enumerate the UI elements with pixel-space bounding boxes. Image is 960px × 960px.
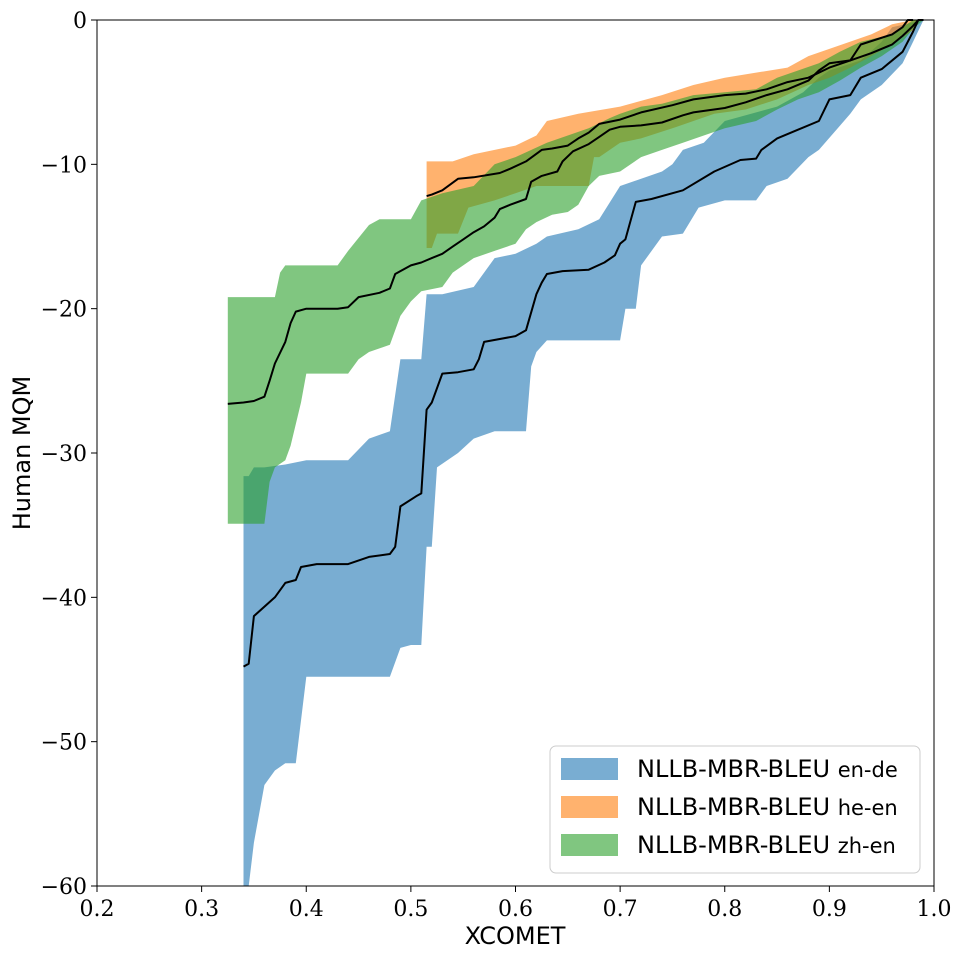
mean-line-he-en bbox=[426, 19, 914, 198]
band-en-de bbox=[243, 20, 924, 886]
legend-swatch-en-de bbox=[561, 758, 618, 780]
x-tick-label: 0.2 bbox=[80, 897, 115, 922]
mean-line-zh-en bbox=[227, 19, 924, 405]
mean-line-en-de bbox=[243, 19, 924, 668]
y-tick-label: −50 bbox=[41, 731, 87, 756]
x-tick-label: 0.3 bbox=[184, 897, 219, 922]
x-tick-label: 0.4 bbox=[289, 897, 324, 922]
y-tick-label: −60 bbox=[41, 875, 87, 900]
y-tick-label: −20 bbox=[41, 298, 87, 323]
y-tick-label: −10 bbox=[41, 153, 87, 178]
y-axis: 0 −10 −20 −30 −40 −50 −60 bbox=[41, 9, 97, 900]
x-tick-label: 0.7 bbox=[603, 897, 638, 922]
x-tick-label: 0.9 bbox=[812, 897, 847, 922]
x-tick-label: 0.6 bbox=[498, 897, 533, 922]
mean-line-layer bbox=[227, 19, 924, 668]
legend-label-zh-en: NLLB-MBR-BLEU zh-en bbox=[637, 831, 896, 859]
y-axis-title: Human MQM bbox=[8, 376, 36, 531]
band-layer bbox=[227, 20, 924, 886]
legend-box bbox=[549, 745, 921, 874]
legend-label-he-en: NLLB-MBR-BLEU he-en bbox=[637, 793, 898, 821]
y-tick-label: −30 bbox=[41, 442, 87, 467]
x-tick-label: 0.5 bbox=[393, 897, 428, 922]
x-axis: 0.2 0.3 0.4 0.5 0.6 0.7 0.8 0.9 1.0 bbox=[80, 886, 952, 922]
legend-swatch-zh-en bbox=[561, 834, 618, 856]
y-tick-label: 0 bbox=[73, 9, 87, 34]
legend-label-en-de: NLLB-MBR-BLEU en-de bbox=[637, 755, 898, 783]
x-tick-label: 0.8 bbox=[707, 897, 742, 922]
band-zh-en bbox=[227, 20, 924, 524]
legend-swatch-he-en bbox=[561, 796, 618, 818]
x-tick-label: 1.0 bbox=[917, 897, 952, 922]
x-axis-title: XCOMET bbox=[465, 922, 566, 950]
legend: NLLB-MBR-BLEU en-de NLLB-MBR-BLEU he-en NL… bbox=[549, 745, 921, 874]
y-tick-label: −40 bbox=[41, 586, 87, 611]
